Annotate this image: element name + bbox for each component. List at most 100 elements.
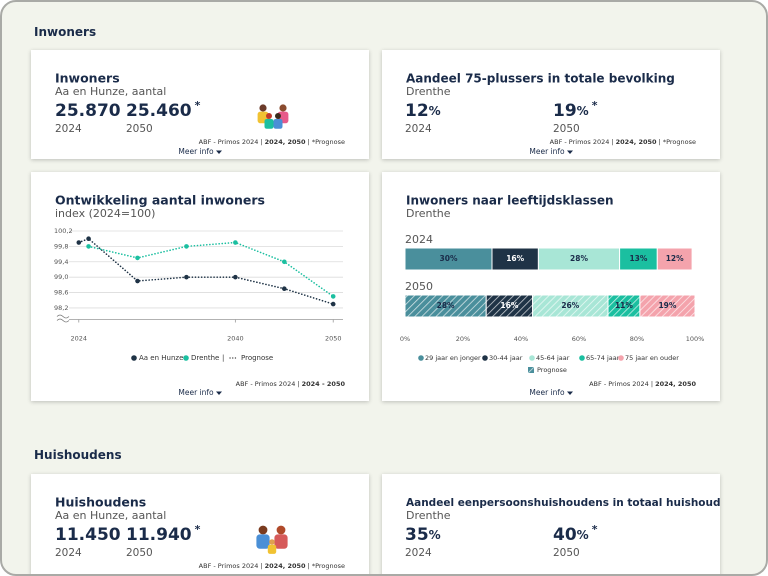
legend-swatch — [131, 355, 137, 361]
stat-mark: * — [592, 523, 598, 536]
legend-label: Prognose — [241, 354, 273, 362]
bar-label: 28% — [437, 301, 455, 310]
card-subtitle: Drenthe — [406, 207, 451, 220]
stat: 35% — [405, 525, 441, 545]
section-title: Inwoners — [34, 25, 97, 39]
source-part: ABF - Primos 2024 | — [199, 138, 263, 146]
y-tick-label: 100,2 — [54, 227, 73, 235]
icon-head — [266, 113, 272, 119]
stat: 11.450 — [55, 525, 121, 545]
legend-swatch — [579, 355, 585, 361]
y-tick-label: 99,8 — [54, 242, 68, 250]
source-part: ABF - Primos 2024 | — [550, 138, 614, 146]
stat-mark: * — [592, 99, 598, 112]
more-info-caret — [567, 391, 573, 395]
source-part: 2024 - 2050 — [302, 380, 346, 388]
source-part: ABF - Primos 2024 | — [199, 562, 263, 570]
stat-year: 2050 — [126, 547, 153, 559]
card-subtitle: Drenthe — [406, 509, 451, 522]
source-part: 2024, 2050 — [265, 562, 306, 570]
bar-label: 28% — [570, 254, 588, 263]
card-title: Aandeel 75-plussers in totale bevolking — [406, 72, 675, 86]
x-tick-label: 2040 — [227, 335, 244, 343]
card-content: Aandeel eenpersoonshuishoudens in totaal… — [405, 497, 720, 559]
source: ABF - Primos 2024 | 2024, 2050 | *Prognose — [199, 562, 345, 570]
icon-body — [267, 544, 277, 554]
source-part: ABF - Primos 2024 | — [236, 380, 300, 388]
series-line — [77, 237, 335, 305]
data-point — [184, 274, 189, 280]
data-point — [86, 236, 91, 241]
axis-break — [56, 314, 70, 323]
stat-unit: % — [577, 528, 589, 542]
x-tick-label: 20% — [456, 335, 470, 343]
stat-mark: * — [195, 99, 201, 112]
icon-head — [279, 104, 287, 112]
legend-prognosis-swatch — [528, 367, 534, 373]
x-tick-label: 40% — [514, 335, 528, 343]
x-tick-label: 80% — [630, 335, 644, 343]
x-tick-label: 2050 — [325, 335, 342, 343]
bar-label: 12% — [666, 254, 684, 263]
more-info-caret — [216, 391, 222, 395]
legend-swatch — [183, 355, 189, 361]
source-part: | *Prognose — [308, 138, 345, 146]
stat: 11.940 * — [126, 523, 201, 545]
more-info[interactable]: Meer info — [529, 388, 565, 397]
card-title: Inwoners — [55, 71, 120, 86]
stat-year: 2024 — [405, 547, 432, 559]
card: Inwoners naar leeftijdsklassen Drenthe 202… — [382, 172, 720, 401]
source: ABF - Primos 2024 | 2024, 2050 — [589, 380, 696, 388]
card-subtitle: index (2024=100) — [55, 207, 155, 220]
bar-label: 30% — [440, 254, 458, 263]
more-info-caret — [216, 150, 222, 154]
bar-label: 26% — [561, 301, 579, 310]
bar-label: 16% — [506, 254, 524, 263]
icon-head — [276, 525, 286, 535]
source-part: 2024, 2050 — [655, 380, 696, 388]
stat-mark: * — [195, 523, 201, 536]
card-title: Huishoudens — [55, 495, 146, 510]
stat: 40% * — [553, 523, 598, 545]
more-info[interactable]: Meer info — [178, 388, 214, 397]
stat-year: 2024 — [55, 547, 82, 559]
stat-unit: % — [577, 104, 589, 118]
card: Huishoudens Aa en Hunze, aantal 11.450 2024… — [31, 474, 369, 574]
source-part: | *Prognose — [308, 562, 345, 570]
legend-separator: | — [222, 354, 224, 362]
bar-segment — [656, 247, 693, 271]
people-icon — [256, 525, 288, 554]
legend-swatch — [418, 355, 424, 361]
series-line — [87, 241, 335, 298]
legend-label: 45-64 jaar — [536, 354, 570, 362]
icon-head — [269, 539, 275, 545]
bar-label: 16% — [500, 301, 518, 310]
more-info[interactable]: Meer info — [178, 147, 214, 156]
stat-unit: % — [429, 528, 441, 542]
legend-label: 65-74 jaar — [586, 354, 620, 362]
more-info[interactable]: Meer info — [529, 147, 565, 156]
legend-label: Aa en Hunze — [139, 354, 183, 362]
card: Aandeel eenpersoonshuishoudens in totaal… — [382, 474, 720, 574]
card-title: Inwoners naar leeftijdsklassen — [406, 194, 614, 208]
source: ABF - Primos 2024 | 2024, 2050 | *Prognose — [550, 138, 696, 146]
data-point — [135, 255, 140, 261]
stat-year: 2050 — [553, 547, 580, 559]
data-point — [135, 278, 140, 284]
source-part: | *Prognose — [659, 138, 696, 146]
data-point — [86, 244, 91, 249]
stat-value: 25.870 — [55, 101, 121, 121]
source-part: ABF - Primos 2024 | — [589, 380, 653, 388]
data-point — [233, 240, 238, 245]
data-point — [76, 240, 82, 245]
legend-label: 30-44 jaar — [489, 354, 523, 362]
legend-label: Prognose — [537, 366, 567, 374]
source-part: 2024, 2050 — [265, 138, 306, 146]
source-part: 2024, 2050 — [616, 138, 657, 146]
data-point — [330, 294, 336, 299]
data-point — [281, 259, 287, 265]
y-tick-label: 99,4 — [54, 258, 68, 266]
